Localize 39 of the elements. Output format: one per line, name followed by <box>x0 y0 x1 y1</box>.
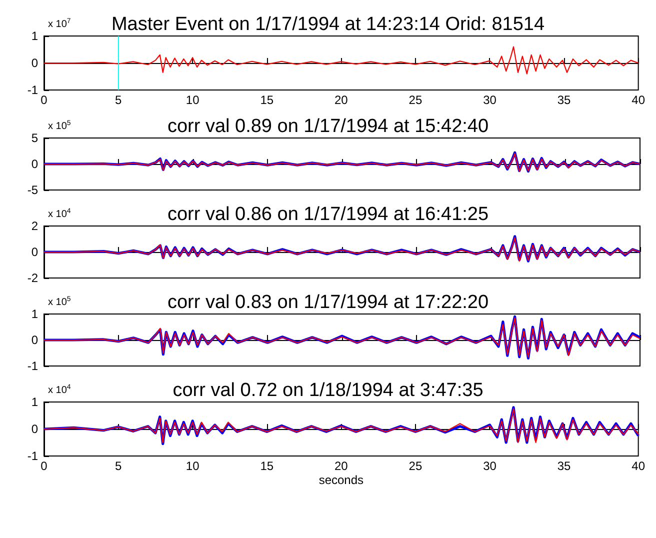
x-tick-label: 25 <box>408 93 422 107</box>
y-tick-label: 1 <box>31 29 38 43</box>
y-tick-label: 5 <box>31 131 38 145</box>
x-tick-label: 15 <box>260 93 274 107</box>
y-tick-label: -1 <box>27 359 38 373</box>
y-tick-label: 0 <box>31 157 38 171</box>
x-tick-label: 40 <box>632 93 646 107</box>
x-tick-label: 40 <box>632 459 646 473</box>
x-tick-label: 5 <box>114 459 122 473</box>
y-tick-label: -1 <box>27 449 38 463</box>
chart-title: corr val 0.86 on 1/17/1994 at 16:41:25 <box>167 204 489 225</box>
chart-title: corr val 0.72 on 1/18/1994 at 3:47:35 <box>172 380 484 401</box>
chart-title: corr val 0.89 on 1/17/1994 at 15:42:40 <box>167 116 489 137</box>
chart-title: Master Event on 1/17/1994 at 14:23:14 Orid: 81514 <box>111 14 545 35</box>
chart-title: corr val 0.83 on 1/17/1994 at 17:22:20 <box>167 292 489 313</box>
x-tick-label: 30 <box>483 93 497 107</box>
x-tick-label: 0 <box>40 459 48 473</box>
y-tick-label: -2 <box>27 271 38 285</box>
x-tick-label: 35 <box>557 93 572 107</box>
x-tick-label: 20 <box>334 93 348 107</box>
y-tick-label: 2 <box>31 219 38 233</box>
x-tick-label: 10 <box>186 93 200 107</box>
y-tick-label: 1 <box>31 307 38 321</box>
x-tick-label: 5 <box>114 93 122 107</box>
x-tick-label: 25 <box>408 459 422 473</box>
y-tick-label: 0 <box>31 422 38 436</box>
y-tick-label: -1 <box>27 83 38 97</box>
y-tick-label: 1 <box>31 395 38 409</box>
y-tick-label: 0 <box>31 56 38 70</box>
x-tick-label: 35 <box>557 459 572 473</box>
y-tick-label: 0 <box>31 333 38 347</box>
x-tick-label: 0 <box>40 93 48 107</box>
x-tick-label: 15 <box>260 459 274 473</box>
x-tick-label: 10 <box>186 459 200 473</box>
y-tick-label: -5 <box>27 183 38 197</box>
x-tick-label: 30 <box>483 459 497 473</box>
x-axis-title: seconds <box>318 473 364 487</box>
x-tick-label: 20 <box>334 459 348 473</box>
y-tick-label: 0 <box>31 245 38 259</box>
